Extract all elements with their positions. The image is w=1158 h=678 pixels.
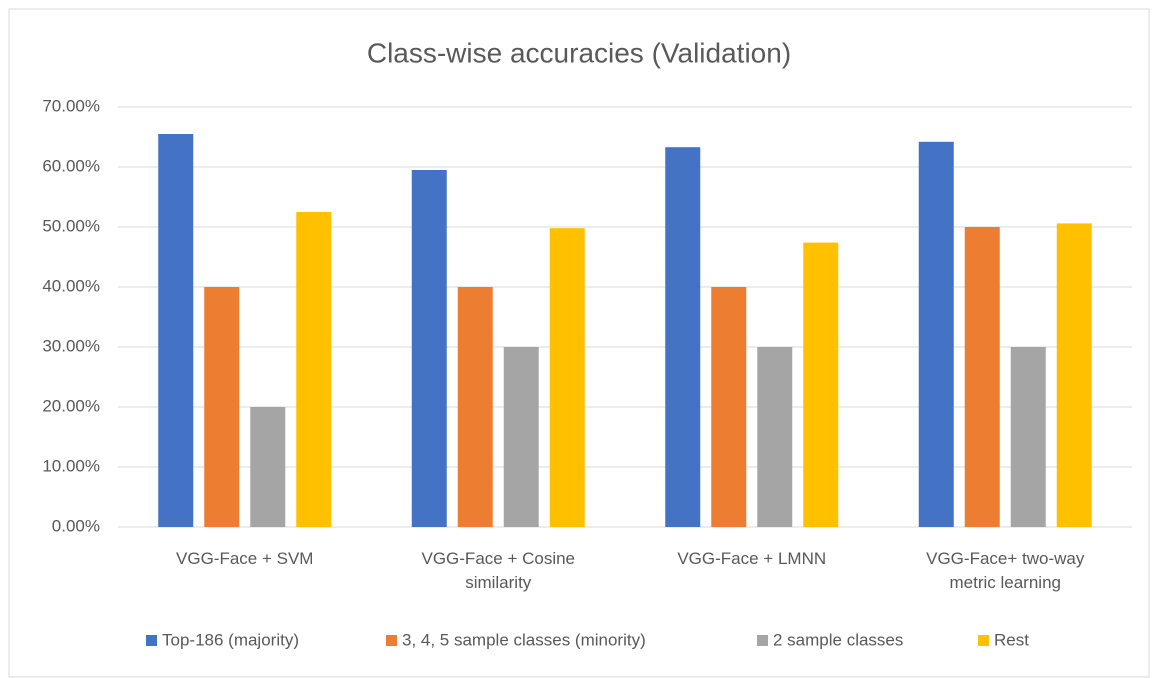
legend-label: Rest (994, 630, 1029, 649)
bar (457, 287, 493, 527)
bar (296, 212, 332, 527)
y-tick-label: 30.00% (42, 336, 100, 355)
y-tick-label: 60.00% (42, 156, 100, 175)
x-tick-label: VGG-Face + Cosine similarity (421, 549, 576, 592)
y-tick-label: 70.00% (42, 96, 100, 115)
y-tick-label: 20.00% (42, 396, 100, 415)
bar (918, 141, 954, 528)
bar (549, 228, 585, 527)
chart-title: Class-wise accuracies (Validation) (367, 37, 791, 68)
y-tick-label: 10.00% (42, 456, 100, 475)
bar (158, 134, 194, 527)
legend-label: 3, 4, 5 sample classes (minority) (402, 630, 646, 649)
legend-swatch (978, 635, 989, 646)
bar (757, 347, 793, 527)
y-tick-label: 0.00% (52, 516, 100, 535)
bar (411, 170, 447, 527)
bar (1056, 223, 1092, 527)
bar (803, 242, 839, 527)
bar (964, 227, 1000, 527)
bar (711, 287, 747, 527)
y-tick-label: 50.00% (42, 216, 100, 235)
legend-swatch (757, 635, 768, 646)
x-tick-label: VGG-Face+ two-way metric learning (926, 549, 1085, 592)
legend-swatch (146, 635, 157, 646)
bar (204, 287, 240, 527)
bar (250, 407, 286, 527)
bar (1010, 347, 1046, 527)
legend-label: 2 sample classes (773, 630, 903, 649)
bar (503, 347, 539, 527)
y-tick-label: 40.00% (42, 276, 100, 295)
x-tick-label: VGG-Face + SVM (176, 549, 314, 568)
x-tick-label: VGG-Face + LMNN (677, 549, 827, 568)
legend-swatch (386, 635, 397, 646)
bar (665, 147, 701, 527)
legend-label: Top-186 (majority) (162, 630, 299, 649)
